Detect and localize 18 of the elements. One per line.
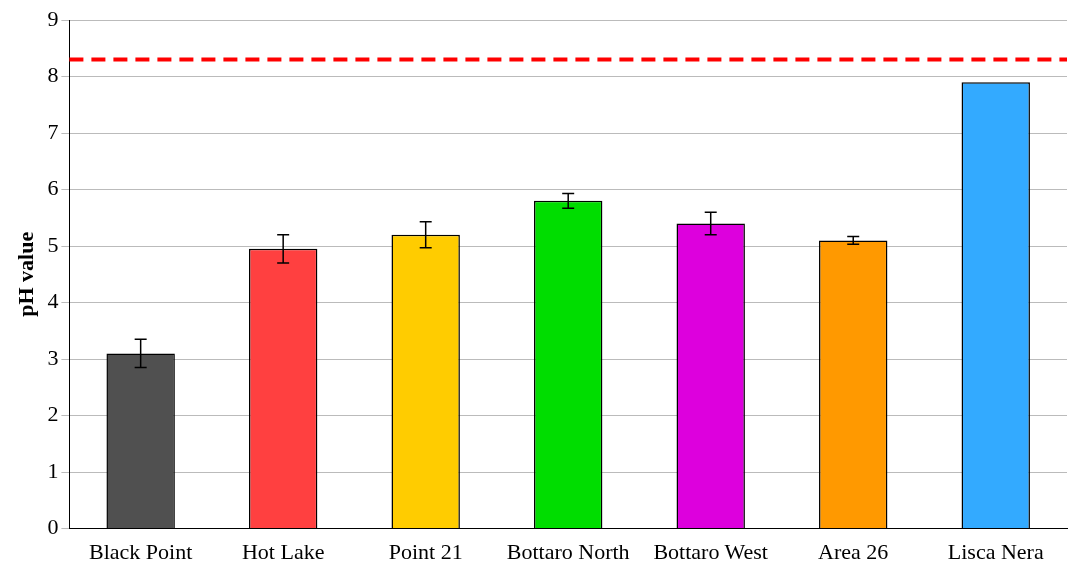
y-tick-label: 0 [47, 514, 59, 540]
x-tick-label: Bottaro West [653, 538, 768, 564]
x-tick-label: Hot Lake [241, 538, 325, 564]
y-tick-label: 3 [47, 344, 59, 370]
y-tick-label: 6 [47, 175, 59, 201]
y-tick-label: 7 [47, 118, 59, 144]
x-tick-label: Bottaro North [506, 538, 630, 564]
y-tick-label: 2 [47, 401, 59, 427]
y-tick-label: 5 [47, 231, 59, 257]
y-tick-label: 4 [47, 288, 59, 314]
y-tick-label: 1 [47, 457, 59, 483]
x-tick-label: Area 26 [818, 538, 889, 564]
y-tick-label: 8 [47, 62, 59, 88]
y-tick-label: 9 [47, 5, 59, 31]
x-tick-label: Lisca Nera [947, 538, 1044, 564]
x-tick-label: Black Point [89, 538, 193, 564]
y-axis-title: pH value [12, 231, 38, 317]
x-tick-label: Point 21 [388, 538, 463, 564]
